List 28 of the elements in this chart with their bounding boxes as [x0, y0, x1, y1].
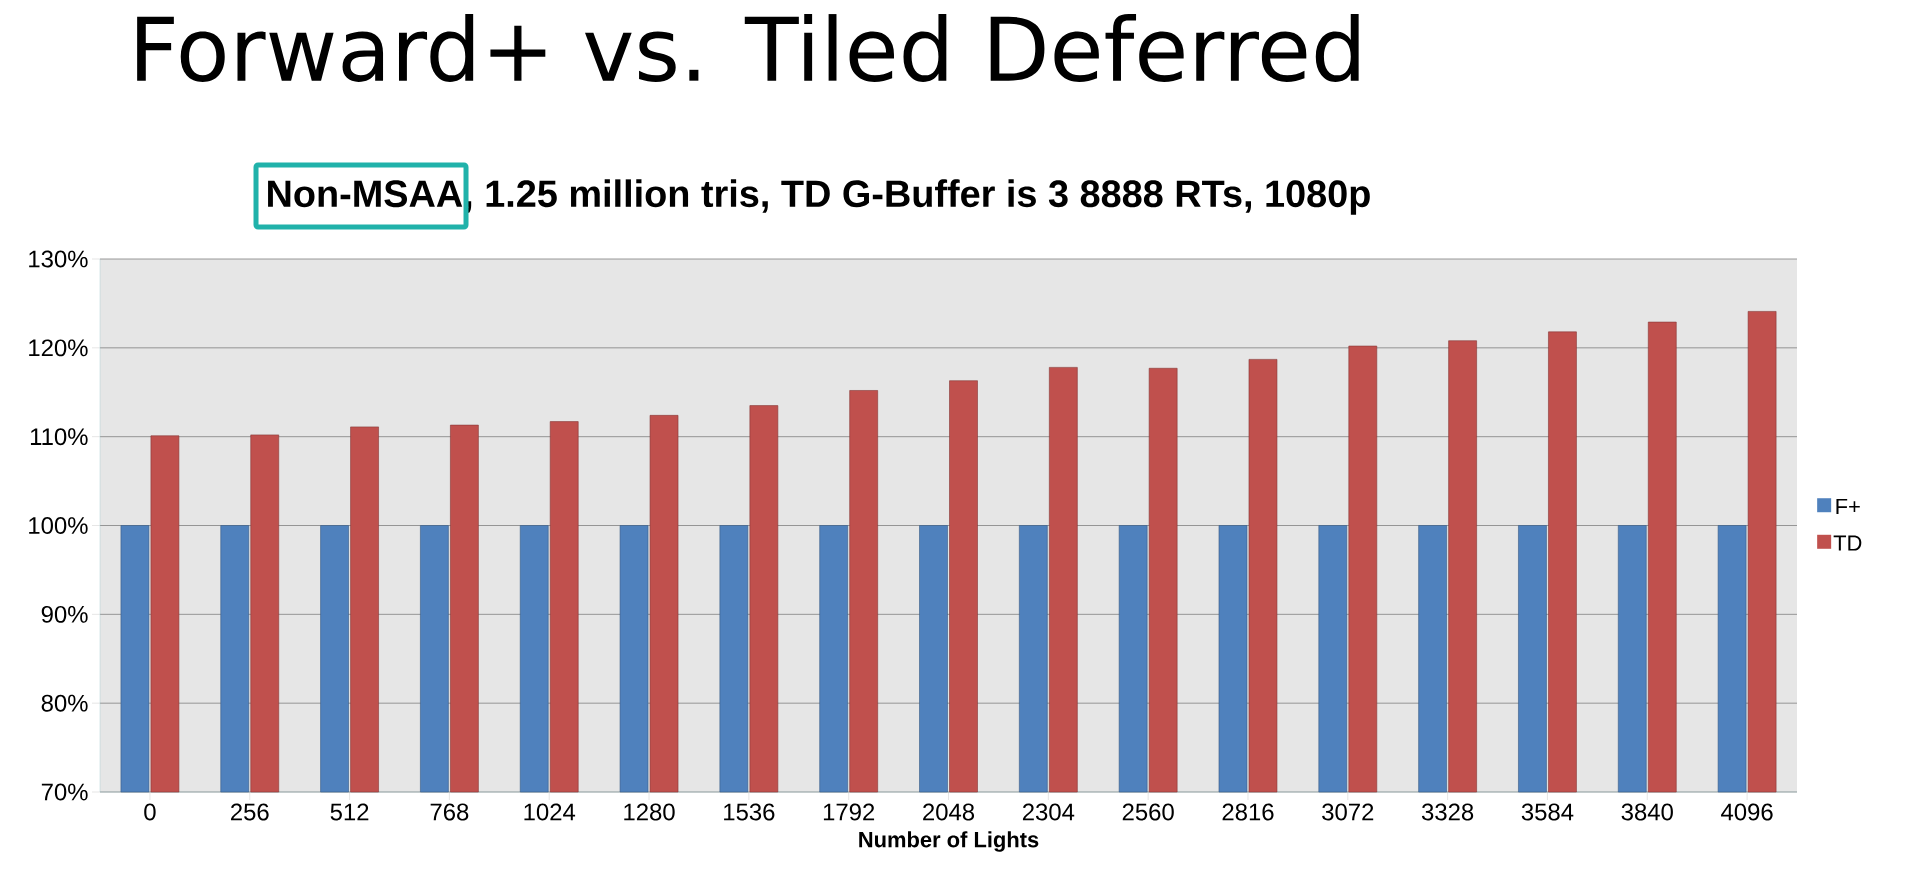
x-tick-label: 3072: [1322, 803, 1374, 821]
x-tick-label: 3840: [1621, 803, 1673, 821]
x-tick-label: 1792: [823, 803, 875, 821]
x-tick-label: 256: [231, 803, 269, 821]
x-tick-label: 3328: [1421, 803, 1474, 821]
chart-title: Forward+ vs. Tiled Deferred: [137, 14, 1359, 82]
x-tick-label: 4096: [1721, 803, 1773, 821]
y-tick-label: 120%: [29, 339, 88, 357]
x-tick-label: 512: [330, 803, 369, 821]
y-tick-label: 70%: [41, 783, 88, 801]
x-tick-label: 2560: [1122, 803, 1174, 821]
legend-label: TD: [1833, 535, 1862, 551]
x-tick-label: 3584: [1521, 803, 1574, 821]
y-tick-label: 100%: [29, 517, 88, 534]
y-tick-label: 110%: [30, 428, 88, 446]
x-tick-label: 2304: [1022, 803, 1075, 821]
x-tick-label: 1280: [624, 803, 675, 821]
legend-label: F+: [1836, 498, 1860, 515]
x-tick-label: 1536: [724, 803, 775, 821]
y-tick-label: 90%: [41, 605, 88, 623]
x-tick-label: 1024: [524, 803, 576, 821]
x-axis-title: Number of Lights: [859, 831, 1039, 852]
x-tick-label: 768: [430, 803, 469, 821]
y-tick-label: 80%: [41, 694, 88, 712]
x-tick-label: 2816: [1222, 803, 1274, 821]
y-tick-label: 130%: [29, 250, 88, 268]
x-tick-label: 0: [144, 803, 156, 821]
x-tick-label: 2048: [923, 803, 975, 821]
